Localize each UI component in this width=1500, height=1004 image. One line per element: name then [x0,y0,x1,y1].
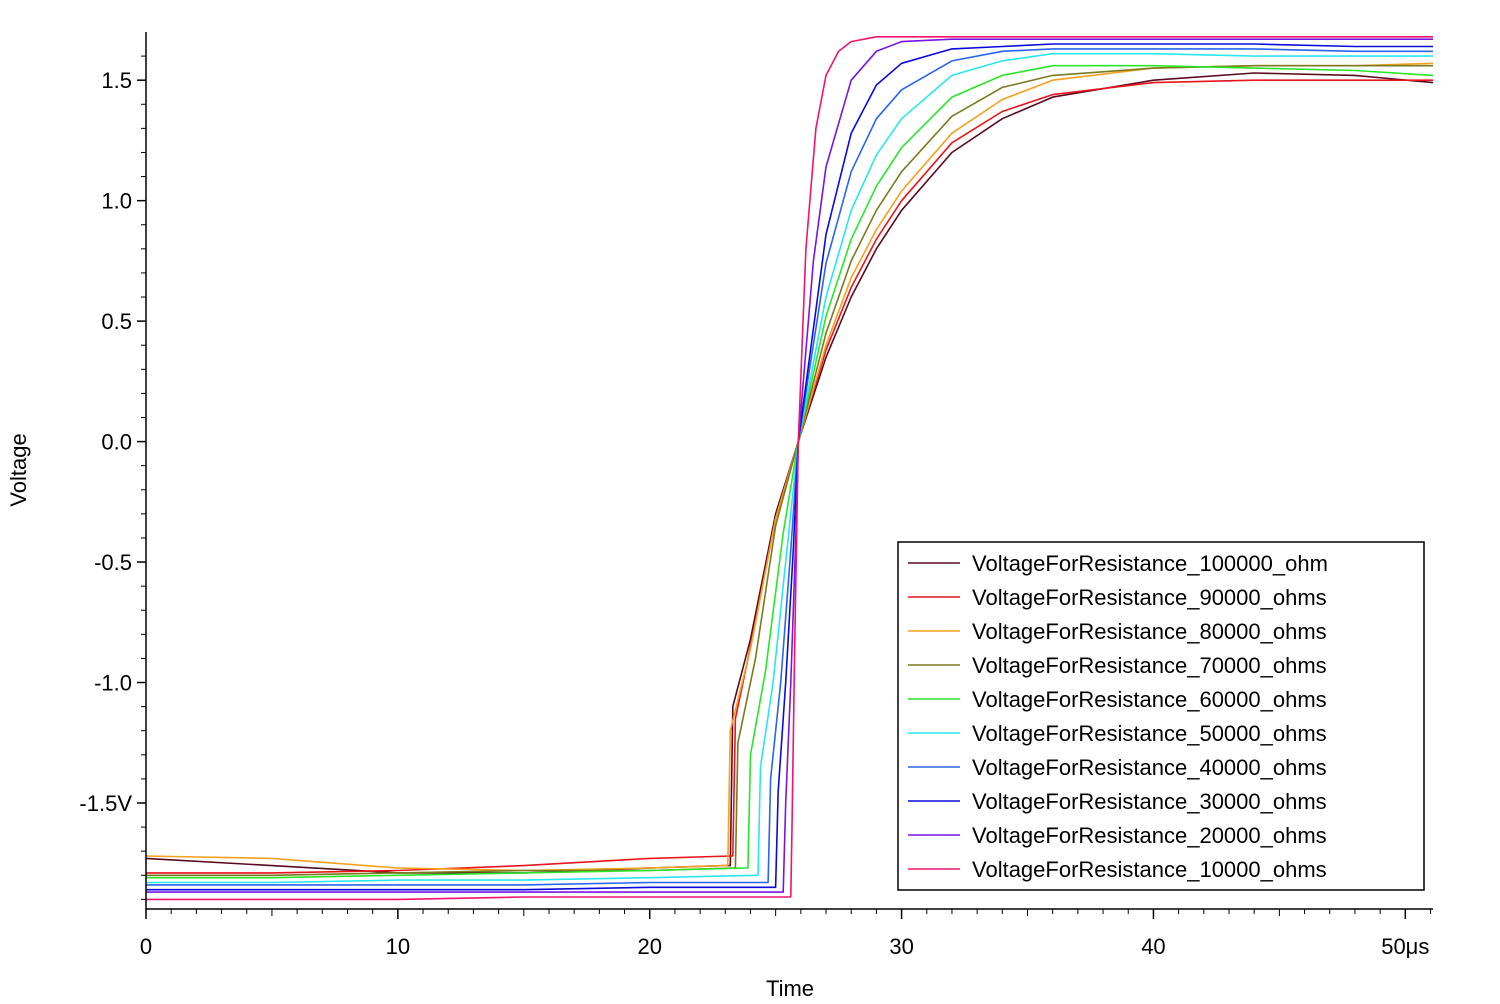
legend-entry-label: VoltageForResistance_80000_ohms [972,619,1327,644]
x-tick-label: 30 [889,934,913,959]
legend-entry-label: VoltageForResistance_60000_ohms [972,687,1327,712]
y-tick-label: -1.0 [94,671,132,696]
series-line-9 [146,38,1433,893]
legend-entry-label: VoltageForResistance_70000_ohms [972,653,1327,678]
series-line-3 [145,62,1434,872]
legend-entry-label: VoltageForResistance_50000_ohms [972,721,1327,746]
series-layer [145,36,1434,901]
legend-entry-label: VoltageForResistance_40000_ohms [972,755,1327,780]
legend-box [897,541,1425,891]
legend-entry-label: VoltageForResistance_100000_ohm [972,551,1328,576]
series-line-5 [146,64,1434,879]
x-tick-label: 10 [386,934,410,959]
series-line-7 [146,48,1433,886]
legend-entry-label: VoltageForResistance_20000_ohms [972,823,1327,848]
x-tick-label: 20 [637,934,661,959]
x-tick-label: 40 [1141,934,1165,959]
y-tick-label: 0.0 [101,430,132,455]
series-line-4 [146,64,1433,877]
x-axis-title: Time [766,976,814,1001]
legend-entry-label: VoltageForResistance_30000_ohms [972,789,1327,814]
y-tick-label: 1.5 [101,68,132,93]
y-tick-label: 0.5 [101,309,132,334]
series-line-8 [146,43,1433,891]
x-tick-label: 0 [140,934,152,959]
legend-entry-label: VoltageForResistance_90000_ohms [972,585,1327,610]
axes: -1.5V -1.0 -0.5 0.0 0.5 1.0 1.5 0 10 20 30 40 50μs [79,32,1433,959]
legend-entry-label: VoltageForResistance_10000_ohms [972,857,1327,882]
series-line-6 [146,52,1433,884]
x-tick-label: 50μs [1381,934,1429,959]
y-tick-label: -0.5 [94,550,132,575]
y-tick-label: 1.0 [101,189,132,214]
legend: VoltageForResistance_100000_ohm VoltageFo… [897,541,1425,891]
series-line-10 [146,36,1433,901]
y-tick-label: -1.5V [79,791,132,816]
y-axis-title: Voltage [6,433,31,506]
